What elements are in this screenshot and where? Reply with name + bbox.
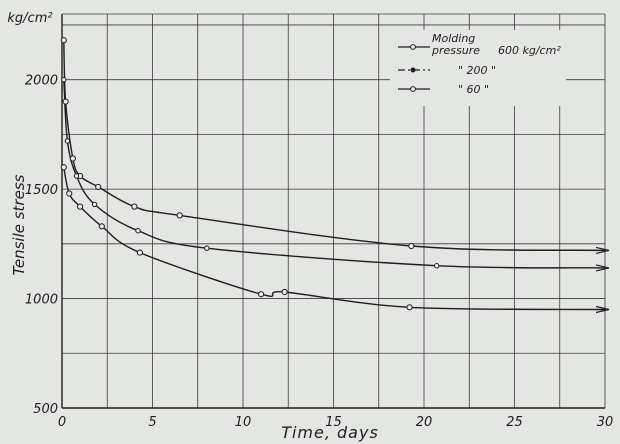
x-tick-label: 5 — [148, 415, 156, 430]
data-point-series-2 — [64, 138, 71, 144]
data-point-series-3 — [136, 249, 143, 256]
legend-label-series-3: " 60 " — [458, 83, 489, 96]
data-point-series-1 — [176, 212, 183, 219]
legend-label-series-1: 600 kg/cm² — [498, 44, 561, 57]
legend: Molding pressure 600 kg/cm² " 200 " " 60… — [390, 30, 566, 106]
legend-background — [390, 30, 566, 106]
data-point-series-3 — [60, 164, 67, 171]
x-tick-label: 25 — [506, 415, 523, 430]
data-point-series-1 — [408, 242, 415, 250]
x-tick-label: 10 — [235, 415, 252, 430]
y-tick-label: 2000 — [25, 74, 58, 89]
data-point-series-2 — [204, 245, 210, 251]
series-arrow-1 — [595, 246, 610, 254]
data-point-series-2 — [91, 201, 98, 208]
legend-label-series-2: " 200 " — [458, 64, 496, 77]
series-arrow-2 — [595, 264, 610, 272]
x-tick-label: 15 — [325, 415, 342, 430]
data-point-series-2 — [73, 173, 80, 179]
data-point-series-1 — [95, 183, 102, 191]
data-point-series-2 — [135, 228, 141, 234]
data-point-series-3 — [281, 288, 288, 296]
legend-title-line-2: pressure — [431, 44, 480, 57]
data-point-series-3 — [258, 291, 265, 298]
series-arrow-3 — [595, 305, 610, 314]
y-tick-label: 1500 — [25, 183, 58, 198]
x-tick-label: 0 — [58, 415, 66, 430]
data-point-series-2 — [61, 76, 67, 83]
y-tick-label: 500 — [33, 402, 58, 417]
y-axis-title: Tensile stress — [10, 174, 28, 275]
y-unit-label: kg/cm² — [7, 11, 52, 26]
data-point-series-1 — [131, 203, 138, 210]
legend-marker-series-2 — [410, 67, 416, 73]
x-axis-title: Time, days — [281, 423, 379, 442]
legend-title: Molding — [432, 32, 475, 45]
data-point-series-1 — [60, 37, 67, 44]
data-point-series-2 — [433, 263, 440, 269]
data-point-series-3 — [406, 304, 413, 311]
legend-marker-series-3 — [410, 86, 416, 92]
series-line-2 — [63, 79, 606, 269]
series-line-3 — [63, 167, 606, 311]
legend-swatches — [398, 44, 430, 92]
data-point-series-1 — [62, 98, 69, 105]
legend-marker-series-1 — [410, 44, 416, 50]
tick-labels: 0 5 10 15 20 25 30 500 1000 1500 2000 — [25, 74, 613, 430]
x-tick-label: 30 — [597, 415, 614, 430]
y-tick-label: 1000 — [25, 293, 58, 308]
x-tick-label: 20 — [416, 415, 433, 430]
data-points — [60, 37, 440, 311]
data-point-series-3 — [77, 203, 84, 210]
data-point-series-1 — [69, 155, 76, 162]
data-point-series-3 — [66, 190, 73, 197]
data-point-series-3 — [98, 223, 105, 230]
